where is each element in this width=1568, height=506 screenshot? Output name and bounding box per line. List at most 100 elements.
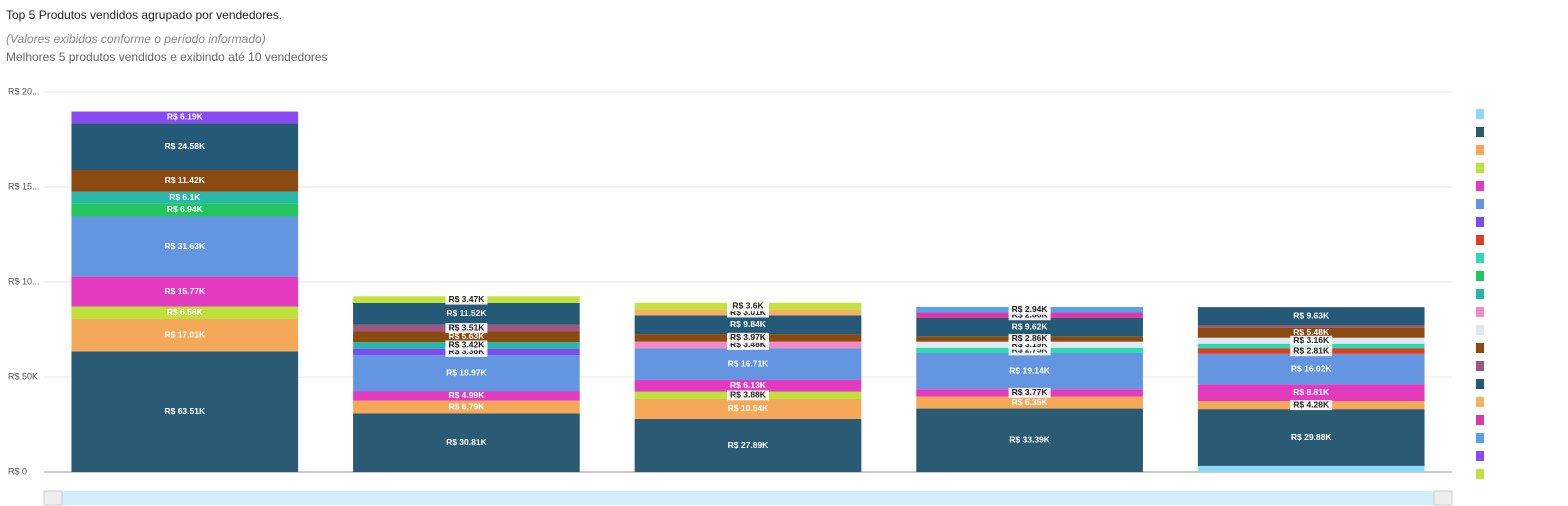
label-box (727, 390, 769, 401)
legend-swatch (1476, 325, 1484, 335)
data-label: R$ 9.62K (1012, 321, 1049, 331)
bar-segment (1197, 325, 1425, 328)
data-label: R$ 16.71K (728, 358, 769, 368)
data-label: R$ 6.13K (730, 380, 767, 390)
legend-swatch (1476, 415, 1484, 425)
label-box (1290, 335, 1333, 346)
legend-swatch (1476, 469, 1484, 479)
chart-note: Melhores 5 produtos vendidos e exibindo … (6, 50, 328, 64)
data-label: R$ 24.58K (164, 141, 205, 151)
data-label: R$ 8.81K (1293, 387, 1330, 397)
legend-swatch (1476, 109, 1484, 119)
label-box (445, 323, 488, 334)
data-label: R$ 6.19K (167, 112, 204, 122)
legend-swatch (1476, 307, 1484, 317)
label-box (727, 332, 769, 343)
data-label: R$ 4.99K (448, 390, 485, 400)
data-label: R$ 6.35K (1012, 397, 1049, 407)
bar-segment (916, 352, 1143, 390)
y-tick-label: R$ 0 (8, 466, 27, 476)
bar-segment (71, 319, 299, 352)
data-label: R$ 11.42K (165, 175, 206, 185)
bar-segment (353, 331, 580, 343)
bar-segment (353, 302, 580, 325)
bar-segment (71, 216, 299, 277)
data-label: R$ 9.84K (730, 319, 767, 329)
bar-segment (1197, 465, 1425, 472)
legend-swatch (1476, 271, 1484, 281)
data-label: R$ 3.47K (448, 294, 485, 304)
data-label: R$ 3.01K (730, 307, 767, 317)
data-label: R$ 6.1K (169, 192, 201, 202)
bar-segment (71, 203, 299, 217)
legend-swatch (1476, 343, 1484, 353)
data-label: R$ 3.88K (730, 390, 767, 400)
label-box (1008, 304, 1051, 315)
data-label: R$ 6.94K (167, 204, 204, 214)
legend-swatch (1476, 235, 1484, 245)
label-box (1008, 333, 1051, 344)
scrollbar[interactable] (44, 491, 1452, 505)
bar-segment (634, 419, 862, 472)
legend-swatch (1476, 145, 1484, 155)
bar-segment (916, 408, 1143, 472)
bar-segment (71, 111, 299, 124)
label-box (445, 340, 488, 351)
data-label: R$ 3.51K (448, 322, 485, 332)
bar-segment (353, 413, 580, 472)
data-label: R$ 2.81K (1293, 345, 1330, 355)
data-label: R$ 3.16K (1293, 335, 1330, 345)
bar-segment (71, 123, 299, 171)
legend-swatch (1476, 433, 1484, 443)
bar-segment (71, 306, 299, 320)
bar-segment (916, 396, 1143, 409)
y-tick-label: R$ 15... (8, 181, 40, 191)
label-box (1290, 400, 1333, 411)
bar-segment (71, 170, 299, 192)
data-label: R$ 5.63K (448, 331, 485, 341)
bar-segment (634, 315, 862, 335)
bar-segment (634, 398, 862, 420)
bar-segment (353, 391, 580, 401)
data-label: R$ 16.02K (1291, 363, 1332, 373)
scroll-handle-right[interactable] (1433, 490, 1453, 506)
label-box (1290, 346, 1333, 357)
y-tick-label: R$ 10... (8, 276, 40, 286)
data-label: R$ 30.81K (446, 437, 487, 447)
data-label: R$ 2.94K (1012, 304, 1049, 314)
data-label: R$ 6.79K (448, 401, 485, 411)
label-box (727, 339, 769, 350)
legend-swatch (1476, 199, 1484, 209)
data-label: R$ 33.39K (1009, 435, 1050, 445)
legend-swatch (1476, 289, 1484, 299)
bar-segment (1197, 353, 1425, 385)
bar-segment (634, 379, 862, 392)
label-box (727, 301, 769, 312)
legend-swatch (1476, 181, 1484, 191)
y-tick-label: R$ 20... (8, 86, 40, 96)
legend-swatch (1476, 379, 1484, 389)
scroll-handle-left[interactable] (43, 490, 63, 506)
bar-segment (1197, 327, 1425, 338)
legend-swatch (1476, 361, 1484, 371)
bar-segment (916, 317, 1143, 337)
data-label: R$ 63.51K (164, 406, 205, 416)
data-label: R$ 19.14K (1009, 365, 1050, 375)
data-label: R$ 18.97K (446, 367, 487, 377)
data-label: R$ 3.36K (448, 346, 485, 356)
label-box (727, 307, 769, 318)
legend-swatch (1476, 127, 1484, 137)
label-box (1008, 387, 1051, 398)
data-label: R$ 3.97K (730, 332, 767, 342)
bar-segment (71, 276, 299, 307)
data-label: R$ 2.86K (1012, 333, 1049, 343)
data-label: R$ 3.6K (732, 300, 764, 310)
bar-segment (1197, 409, 1425, 466)
bar-segment (71, 351, 299, 472)
bar-segment (353, 400, 580, 414)
bar-segment (1197, 384, 1425, 402)
legend-swatch (1476, 217, 1484, 227)
data-label: R$ 29.88K (1291, 432, 1332, 442)
label-box (1008, 345, 1051, 356)
label-box (1008, 339, 1051, 350)
